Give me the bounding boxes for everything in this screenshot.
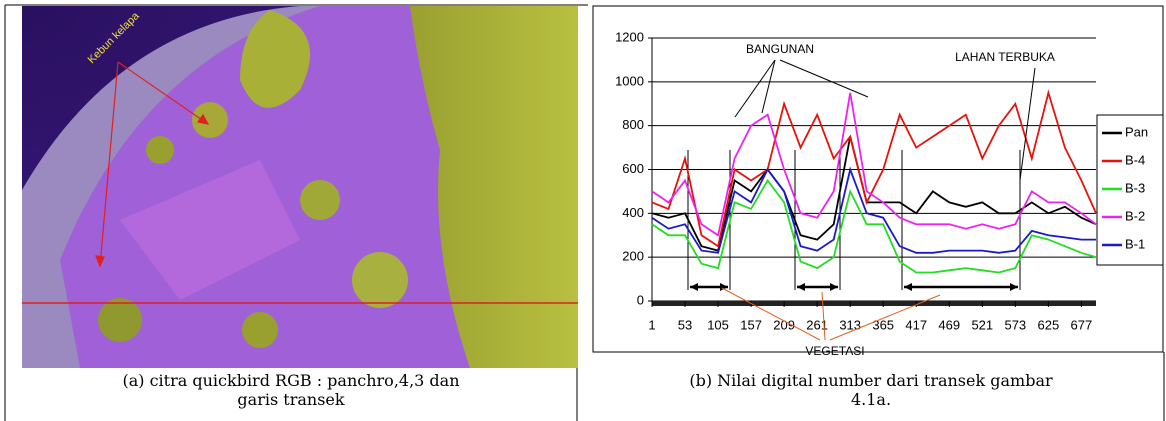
annotation-arrow <box>734 59 776 118</box>
chart: 0 200 400 600 800 1000 1200 1 53 105 157 209 261 313 3… <box>615 29 1164 358</box>
annotation: VEGETASI <box>805 344 864 358</box>
caption-b: (b) Nilai digital number dari transek ga… <box>578 371 1164 409</box>
legend-label: B-3 <box>1125 180 1145 195</box>
y-tick-label: 800 <box>622 117 644 132</box>
legend-box <box>1096 114 1164 266</box>
series-line <box>651 178 1097 274</box>
legend-label: B-2 <box>1125 208 1145 223</box>
x-tick-label: 417 <box>905 317 927 332</box>
x-tick-label: 469 <box>938 317 960 332</box>
legend-label: B-1 <box>1125 236 1145 251</box>
annotation-arrow <box>829 294 941 341</box>
y-tick-label: 1000 <box>615 73 644 88</box>
annotation-arrow <box>779 59 869 98</box>
arrow-head <box>797 283 805 291</box>
x-tick-label: 157 <box>740 317 762 332</box>
arrow-head <box>830 283 838 291</box>
x-tick-label: 53 <box>678 317 692 332</box>
y-tick-label: 0 <box>637 292 644 307</box>
x-tick-label: 625 <box>1038 317 1060 332</box>
arrow-head <box>904 283 912 291</box>
series-line <box>651 166 1096 254</box>
caption-line: (a) citra quickbird RGB : panchro,4,3 da… <box>122 371 460 390</box>
x-tick-label: 365 <box>872 317 894 332</box>
x-tick-label: 1 <box>648 317 655 332</box>
y-tick-label: 600 <box>622 161 644 176</box>
x-tick-band <box>652 301 1096 306</box>
arrow-head <box>720 283 728 291</box>
annotation: LAHAN TERBUKA <box>955 50 1055 64</box>
caption-line: garis transek <box>237 390 345 409</box>
legend-label: Pan <box>1125 124 1148 139</box>
x-tick-label: 677 <box>1071 317 1093 332</box>
y-tick-label: 200 <box>622 249 644 264</box>
annotation-arrow <box>1019 67 1036 181</box>
arrow-head <box>690 283 698 291</box>
caption-line: 4.1a. <box>850 390 892 409</box>
annotation-arrow <box>821 291 826 341</box>
annotation-arrow <box>761 59 776 114</box>
series-line <box>651 92 1097 237</box>
series-line <box>651 89 1097 248</box>
x-tick-label: 521 <box>971 317 993 332</box>
annotation: BANGUNAN <box>746 42 814 56</box>
y-tick-label: 400 <box>622 205 644 220</box>
x-tick-label: 313 <box>839 317 861 332</box>
x-tick-label: 105 <box>707 317 729 332</box>
arrow-head <box>1010 283 1018 291</box>
caption-line: (b) Nilai digital number dari transek ga… <box>689 371 1053 390</box>
x-tick-label: 573 <box>1004 317 1026 332</box>
satellite-image: Kebun kelapa <box>22 6 578 368</box>
annotation-arrow <box>721 287 821 341</box>
table-borders <box>4 4 1165 421</box>
legend-label: B-4 <box>1125 152 1145 167</box>
y-tick-label: 1200 <box>615 29 644 44</box>
caption-a: (a) citra quickbird RGB : panchro,4,3 da… <box>5 371 577 409</box>
x-tick-label: 261 <box>806 317 828 332</box>
x-tick-label: 209 <box>773 317 795 332</box>
